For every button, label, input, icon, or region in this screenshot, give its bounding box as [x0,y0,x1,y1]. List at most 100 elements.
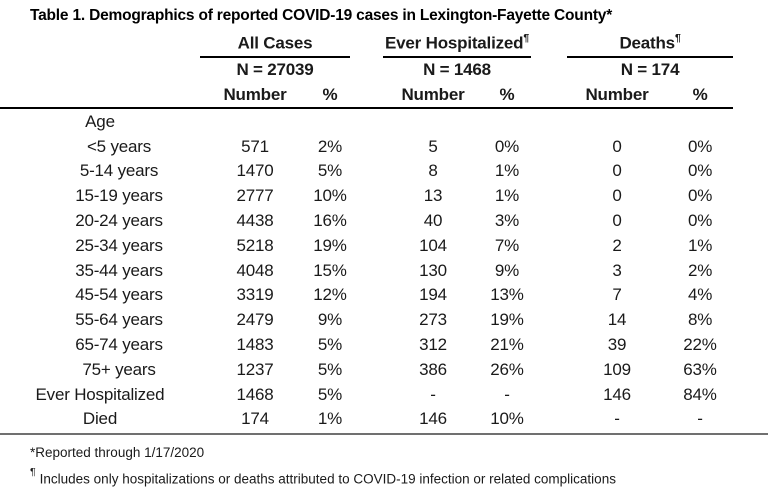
data-cell: 146 [603,384,631,404]
data-cell: 5% [317,384,343,404]
col-header-number: Number [383,82,483,110]
data-cell: 16% [313,210,347,230]
filler-cell [733,57,768,83]
data-cell: 5 [428,136,438,156]
asterisk-mark: * [30,444,36,460]
spacer-cell [531,31,567,57]
data-cell: 5% [317,359,343,379]
footer-rule [0,432,768,435]
data-cell: 1470 [236,161,274,181]
data-cell: 1% [494,161,520,181]
spacer-cell [531,382,567,407]
filler-cell [733,283,768,308]
spacer-cell [531,333,567,358]
table-row: 15-19 years 2777 10% 13 1% 0 0% [0,184,768,209]
data-cell: 1% [317,409,343,429]
data-cell: - [614,409,620,429]
filler-cell [733,382,768,407]
col-header-percent: % [310,82,350,110]
data-cell: 13% [490,285,524,305]
empty-cell [0,31,200,57]
footnote-text: Reported through 1/17/2020 [35,444,205,460]
spacer-cell [350,209,383,234]
data-cell: 109 [603,359,631,379]
data-cell: 8% [687,310,713,330]
data-cell: 5% [317,334,343,354]
footnote-text: Includes only hospitalizations or deaths… [39,471,616,487]
spacer-cell [350,159,383,184]
data-cell: 10% [490,409,524,429]
data-cell: 0 [612,210,622,230]
footnote-reported-through: *Reported through 1/17/2020 [30,441,768,464]
data-cell: 4438 [236,210,274,230]
spacer-cell [531,283,567,308]
row-label: 75+ years [82,359,156,379]
n-total-row: N = 27039 N = 1468 N = 174 [0,57,768,83]
column-group-deaths: Deaths¶ [567,31,734,58]
data-cell: 7 [612,285,622,305]
table-row: Died 174 1% 146 10% - - [0,407,768,432]
spacer-cell [531,159,567,184]
data-cell: 9% [494,260,520,280]
data-cell: 12% [313,285,347,305]
spacer-cell [531,209,567,234]
data-cell: 273 [419,310,447,330]
data-cell: 104 [419,235,447,255]
demographics-table: All Cases Ever Hospitalized¶ Deaths¶ N =… [0,31,768,432]
empty-cell [200,108,310,134]
data-cell: 174 [241,409,269,429]
data-cell: 19% [490,310,524,330]
section-label-age: Age [85,111,115,131]
filler-cell [733,159,768,184]
col-header-number: Number [200,82,310,110]
data-cell: 9% [317,310,343,330]
data-cell: 130 [419,260,447,280]
spacer-cell [531,82,568,110]
data-cell: 14 [607,310,627,330]
table-row: 5-14 years 1470 5% 8 1% 0 0% [0,159,768,184]
table-row: 25-34 years 5218 19% 104 7% 2 1% [0,233,768,258]
row-label: Died [82,409,118,429]
group-n-total-deaths: N = 174 [620,60,680,80]
filler-cell [733,31,768,57]
spacer-cell [350,283,383,308]
data-cell: 22% [683,334,717,354]
data-cell: 19% [313,235,347,255]
filler-cell [733,134,768,159]
data-cell: 3319 [236,285,274,305]
data-cell: 0 [612,136,622,156]
data-cell: 0 [612,186,622,206]
footnotes: *Reported through 1/17/2020 ¶ Includes on… [0,435,768,491]
data-cell: 0 [612,161,622,181]
data-cell: 571 [241,136,269,156]
data-cell: 15% [313,260,347,280]
column-group-all-cases: All Cases [200,31,350,58]
data-cell: 5% [317,161,343,181]
row-label: 65-74 years [75,334,163,354]
spacer-cell [350,184,383,209]
spacer-cell [350,333,383,358]
empty-cell [0,57,200,83]
spacer-cell [531,357,567,382]
table-header: All Cases Ever Hospitalized¶ Deaths¶ N =… [0,31,768,134]
section-row: Age [0,108,768,134]
data-cell: - [697,409,703,429]
group-label: All Cases [237,33,313,53]
data-cell: - [430,384,436,404]
data-cell: 2 [612,235,622,255]
table-row: 45-54 years 3319 12% 194 13% 7 4% [0,283,768,308]
data-cell: 26% [490,359,524,379]
empty-cell [310,108,350,134]
spacer-cell [531,407,567,432]
data-cell: 1% [494,186,520,206]
filler-cell [733,407,768,432]
data-cell: 0% [687,136,713,156]
table-row: 20-24 years 4438 16% 40 3% 0 0% [0,209,768,234]
data-cell: 2% [317,136,343,156]
filler-cell [733,184,768,209]
empty-cell [0,82,200,110]
filler-cell [733,258,768,283]
data-cell: 8 [428,161,438,181]
row-label: 45-54 years [75,285,163,305]
data-cell: 2479 [236,310,274,330]
